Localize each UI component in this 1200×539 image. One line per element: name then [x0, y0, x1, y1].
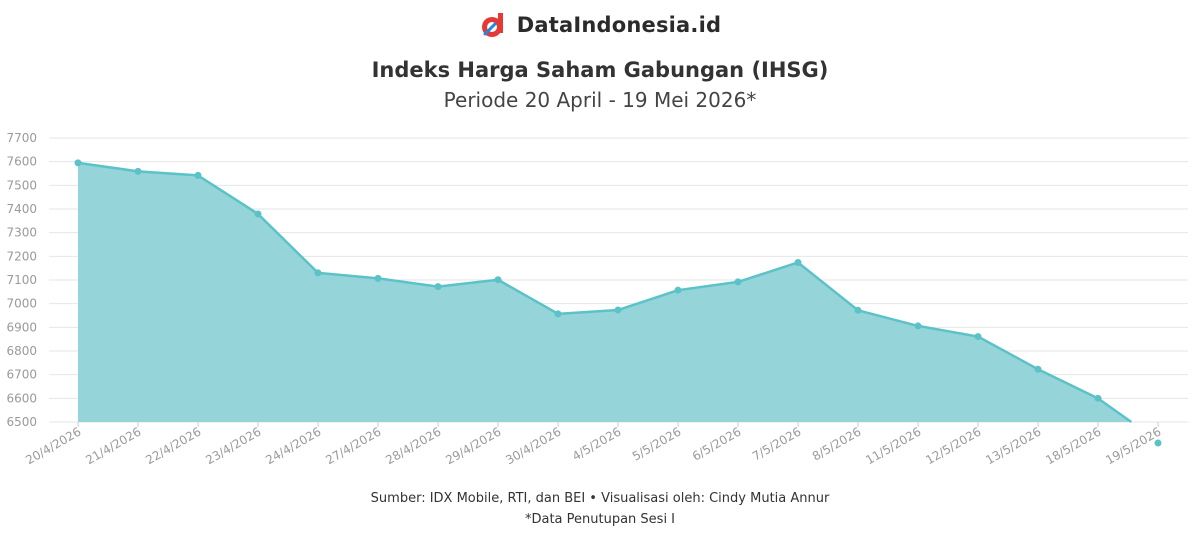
x-tick-label: 8/5/2026	[810, 424, 864, 463]
area-fill	[78, 162, 1132, 422]
y-tick-label: 7300	[6, 226, 37, 240]
data-point[interactable]	[494, 276, 502, 284]
y-tick-label: 7200	[6, 249, 37, 263]
data-point[interactable]	[434, 283, 442, 291]
y-tick-label: 7000	[6, 297, 37, 311]
data-point[interactable]	[1094, 394, 1102, 402]
x-tick-label: 4/5/2026	[570, 424, 624, 463]
data-point[interactable]	[554, 310, 562, 318]
y-tick-label: 7100	[6, 273, 37, 287]
x-tick-label: 23/4/2026	[203, 424, 263, 467]
x-tick-label: 21/4/2026	[83, 424, 143, 467]
x-tick-label: 19/5/2026	[1103, 424, 1163, 467]
data-point[interactable]	[1154, 439, 1162, 447]
area-series	[77, 161, 1133, 424]
x-tick-label: 5/5/2026	[630, 424, 684, 463]
y-tick-label: 6800	[6, 344, 37, 358]
y-tick-label: 6600	[6, 391, 37, 405]
chart-subtitle: Periode 20 April - 19 Mei 2026*	[443, 88, 757, 112]
data-point[interactable]	[74, 159, 82, 167]
x-tick-label: 22/4/2026	[143, 424, 203, 467]
data-points	[74, 159, 1162, 447]
x-tick-label: 7/5/2026	[750, 424, 804, 463]
x-tick-label: 11/5/2026	[863, 424, 923, 467]
x-tick-label: 20/4/2026	[23, 424, 83, 467]
data-point[interactable]	[734, 278, 742, 286]
y-tick-label: 6500	[6, 415, 37, 429]
x-axis: 20/4/2026 21/4/2026 22/4/2026 23/4/2026 24/4…	[23, 422, 1164, 467]
x-tick-label: 13/5/2026	[983, 424, 1043, 467]
data-point[interactable]	[614, 306, 622, 314]
data-point[interactable]	[254, 210, 262, 218]
y-tick-label: 7400	[6, 202, 37, 216]
x-tick-label: 27/4/2026	[323, 424, 383, 467]
y-tick-label: 6900	[6, 320, 37, 334]
x-tick-label: 6/5/2026	[690, 424, 744, 463]
footnote: *Data Penutupan Sesi I	[524, 512, 676, 527]
x-tick-label: 29/4/2026	[443, 424, 503, 467]
data-point[interactable]	[974, 333, 982, 341]
x-tick-label: 28/4/2026	[383, 424, 443, 467]
y-tick-label: 7500	[6, 178, 37, 192]
dataindonesia-logo-icon	[481, 13, 503, 37]
x-tick-label: 30/4/2026	[503, 424, 563, 467]
source-credit: Sumber: IDX Mobile, RTI, dan BEI • Visua…	[370, 491, 830, 506]
data-point[interactable]	[1034, 365, 1042, 373]
data-point[interactable]	[674, 286, 682, 294]
data-point[interactable]	[314, 269, 322, 277]
y-tick-label: 6700	[6, 368, 37, 382]
chart-title: Indeks Harga Saham Gabungan (IHSG)	[371, 58, 829, 82]
data-point[interactable]	[374, 274, 382, 282]
data-point[interactable]	[914, 322, 922, 330]
data-point[interactable]	[854, 306, 862, 314]
x-tick-label: 12/5/2026	[923, 424, 983, 467]
brand-header: DataIndonesia.id	[0, 10, 1200, 40]
data-point[interactable]	[794, 258, 802, 266]
y-tick-label: 7700	[6, 131, 37, 145]
x-tick-label: 24/4/2026	[263, 424, 323, 467]
y-tick-label: 7600	[6, 155, 37, 169]
y-axis: 6500 6600 6700 6800 6900 7000 7100 7200 7300 7400…	[6, 131, 37, 429]
data-point[interactable]	[134, 167, 142, 175]
brand-name: DataIndonesia.id	[516, 13, 722, 37]
x-tick-label: 18/5/2026	[1043, 424, 1103, 467]
data-point[interactable]	[194, 171, 202, 179]
